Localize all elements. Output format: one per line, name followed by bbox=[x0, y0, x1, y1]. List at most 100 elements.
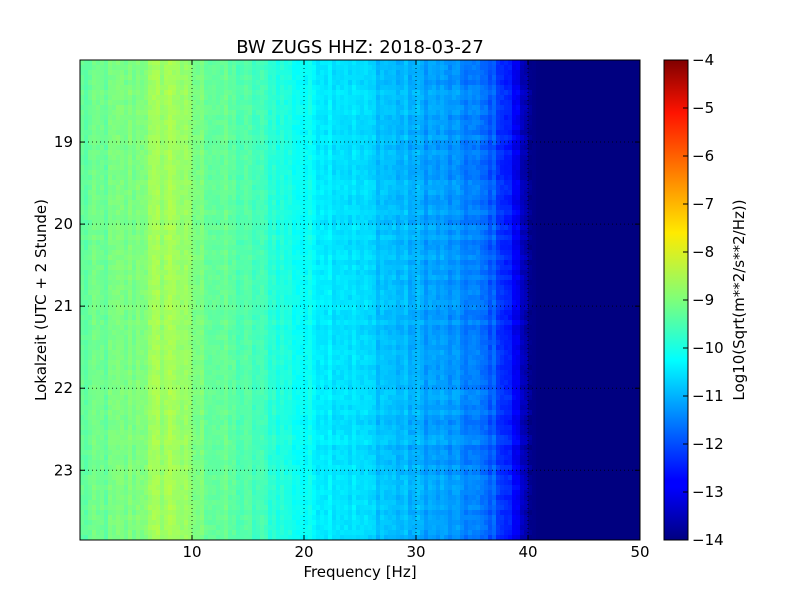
heatmap-cell bbox=[124, 205, 129, 211]
heatmap-cell bbox=[324, 180, 329, 186]
heatmap-cell bbox=[588, 110, 593, 116]
heatmap-cell bbox=[520, 165, 525, 171]
heatmap-cell bbox=[92, 80, 97, 86]
heatmap-cell bbox=[536, 165, 541, 171]
heatmap-cell bbox=[176, 135, 181, 141]
heatmap-cell bbox=[400, 160, 405, 166]
heatmap-cell bbox=[336, 215, 341, 221]
heatmap-cell bbox=[268, 140, 273, 146]
heatmap-cell bbox=[484, 160, 489, 166]
heatmap-cell bbox=[244, 195, 249, 201]
heatmap-cell bbox=[420, 60, 425, 66]
heatmap-cell bbox=[136, 155, 141, 161]
heatmap-cell bbox=[508, 225, 513, 231]
heatmap-cell bbox=[340, 220, 345, 226]
heatmap-cell bbox=[620, 185, 625, 191]
heatmap-cell bbox=[288, 130, 293, 136]
heatmap-cell bbox=[192, 90, 197, 96]
heatmap-cell bbox=[160, 70, 165, 76]
heatmap-cell bbox=[464, 185, 469, 191]
heatmap-cell bbox=[524, 145, 529, 151]
heatmap-cell bbox=[608, 65, 613, 71]
heatmap-cell bbox=[568, 140, 573, 146]
heatmap-cell bbox=[292, 155, 297, 161]
heatmap-cell bbox=[412, 170, 417, 176]
heatmap-cell bbox=[548, 120, 553, 126]
heatmap-cell bbox=[216, 90, 221, 96]
heatmap-cell bbox=[584, 175, 589, 181]
heatmap-cell bbox=[340, 115, 345, 121]
heatmap-cell bbox=[96, 145, 101, 151]
heatmap-cell bbox=[436, 135, 441, 141]
heatmap-cell bbox=[208, 200, 213, 206]
heatmap-cell bbox=[324, 190, 329, 196]
heatmap-cell bbox=[572, 110, 577, 116]
heatmap-cell bbox=[364, 120, 369, 126]
heatmap-cell bbox=[288, 190, 293, 196]
heatmap-cell bbox=[572, 85, 577, 91]
heatmap-cell bbox=[120, 210, 125, 216]
heatmap-cell bbox=[172, 235, 177, 241]
heatmap-cell bbox=[608, 115, 613, 121]
heatmap-cell bbox=[248, 145, 253, 151]
heatmap-cell bbox=[232, 215, 237, 221]
heatmap-cell bbox=[184, 215, 189, 221]
heatmap-cell bbox=[364, 105, 369, 111]
heatmap-cell bbox=[348, 85, 353, 91]
heatmap-cell bbox=[124, 195, 129, 201]
heatmap-cell bbox=[184, 85, 189, 91]
heatmap-cell bbox=[556, 80, 561, 86]
heatmap-cell bbox=[336, 70, 341, 76]
heatmap-cell bbox=[152, 215, 157, 221]
heatmap-cell bbox=[200, 95, 205, 101]
heatmap-cell bbox=[428, 145, 433, 151]
heatmap-cell bbox=[612, 230, 617, 236]
heatmap-cell bbox=[564, 220, 569, 226]
heatmap-cell bbox=[624, 85, 629, 91]
heatmap-cell bbox=[548, 160, 553, 166]
heatmap-cell bbox=[348, 125, 353, 131]
heatmap-cell bbox=[172, 190, 177, 196]
heatmap-cell bbox=[160, 100, 165, 106]
heatmap-cell bbox=[140, 145, 145, 151]
heatmap-cell bbox=[108, 125, 113, 131]
heatmap-cell bbox=[424, 100, 429, 106]
heatmap-cell bbox=[504, 95, 509, 101]
heatmap-cell bbox=[204, 170, 209, 176]
heatmap-cell bbox=[392, 65, 397, 71]
heatmap-cell bbox=[176, 75, 181, 81]
heatmap-cell bbox=[224, 70, 229, 76]
heatmap-cell bbox=[88, 165, 93, 171]
heatmap-cell bbox=[220, 190, 225, 196]
heatmap-cell bbox=[532, 185, 537, 191]
heatmap-cell bbox=[176, 215, 181, 221]
heatmap-cell bbox=[116, 200, 121, 206]
heatmap-cell bbox=[432, 80, 437, 86]
heatmap-cell bbox=[532, 150, 537, 156]
heatmap-cell bbox=[316, 125, 321, 131]
heatmap-cell bbox=[416, 75, 421, 81]
heatmap-cell bbox=[80, 100, 85, 106]
heatmap-cell bbox=[208, 85, 213, 91]
heatmap-cell bbox=[580, 175, 585, 181]
heatmap-cell bbox=[280, 160, 285, 166]
heatmap-cell bbox=[284, 215, 289, 221]
heatmap-cell bbox=[516, 195, 521, 201]
heatmap-cell bbox=[180, 115, 185, 121]
heatmap-cell bbox=[412, 110, 417, 116]
heatmap-cell bbox=[536, 210, 541, 216]
heatmap-cell bbox=[80, 65, 85, 71]
heatmap-cell bbox=[636, 85, 640, 91]
heatmap-cell bbox=[92, 230, 97, 236]
heatmap-cell bbox=[348, 165, 353, 171]
heatmap-cell bbox=[204, 110, 209, 116]
heatmap-cell bbox=[412, 180, 417, 186]
heatmap-cell bbox=[428, 175, 433, 181]
heatmap-cell bbox=[608, 195, 613, 201]
heatmap-cell bbox=[388, 185, 393, 191]
heatmap-cell bbox=[416, 95, 421, 101]
heatmap-cell bbox=[224, 150, 229, 156]
heatmap-cell bbox=[272, 105, 277, 111]
heatmap-cell bbox=[420, 165, 425, 171]
heatmap-cell bbox=[380, 85, 385, 91]
